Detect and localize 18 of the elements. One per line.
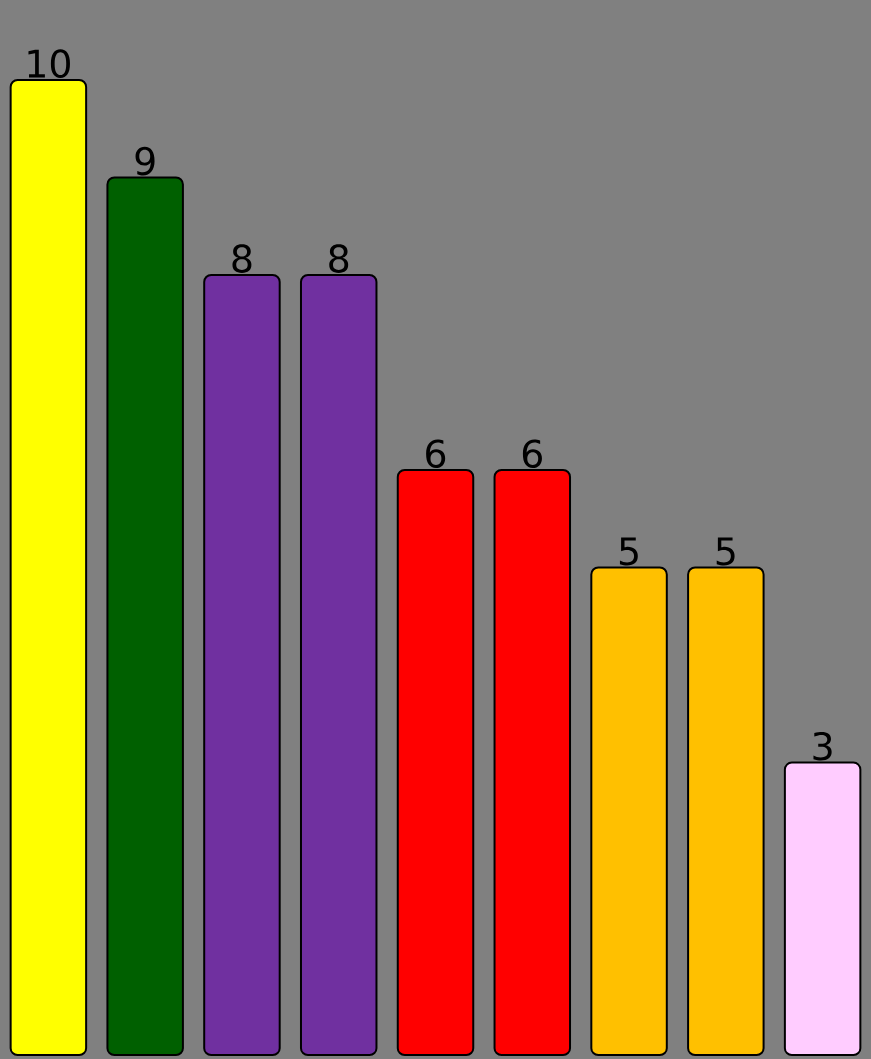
bar: [299, 273, 378, 1057]
bar: [493, 469, 572, 1057]
bar: [783, 761, 862, 1057]
data-label: 6: [426, 439, 446, 469]
data-label: 9: [135, 146, 155, 176]
bar: [9, 78, 88, 1057]
data-label: 8: [232, 244, 252, 273]
data-label: 3: [813, 731, 832, 761]
bar: [106, 176, 184, 1057]
data-label: 5: [716, 537, 735, 566]
data-label: 8: [329, 244, 349, 273]
data-label: 6: [522, 439, 542, 469]
bar: [687, 566, 765, 1057]
data-label: 5: [619, 537, 638, 566]
bar: [203, 273, 281, 1057]
bar: [396, 469, 475, 1057]
data-label: 10: [28, 49, 70, 78]
bar: [590, 566, 668, 1057]
